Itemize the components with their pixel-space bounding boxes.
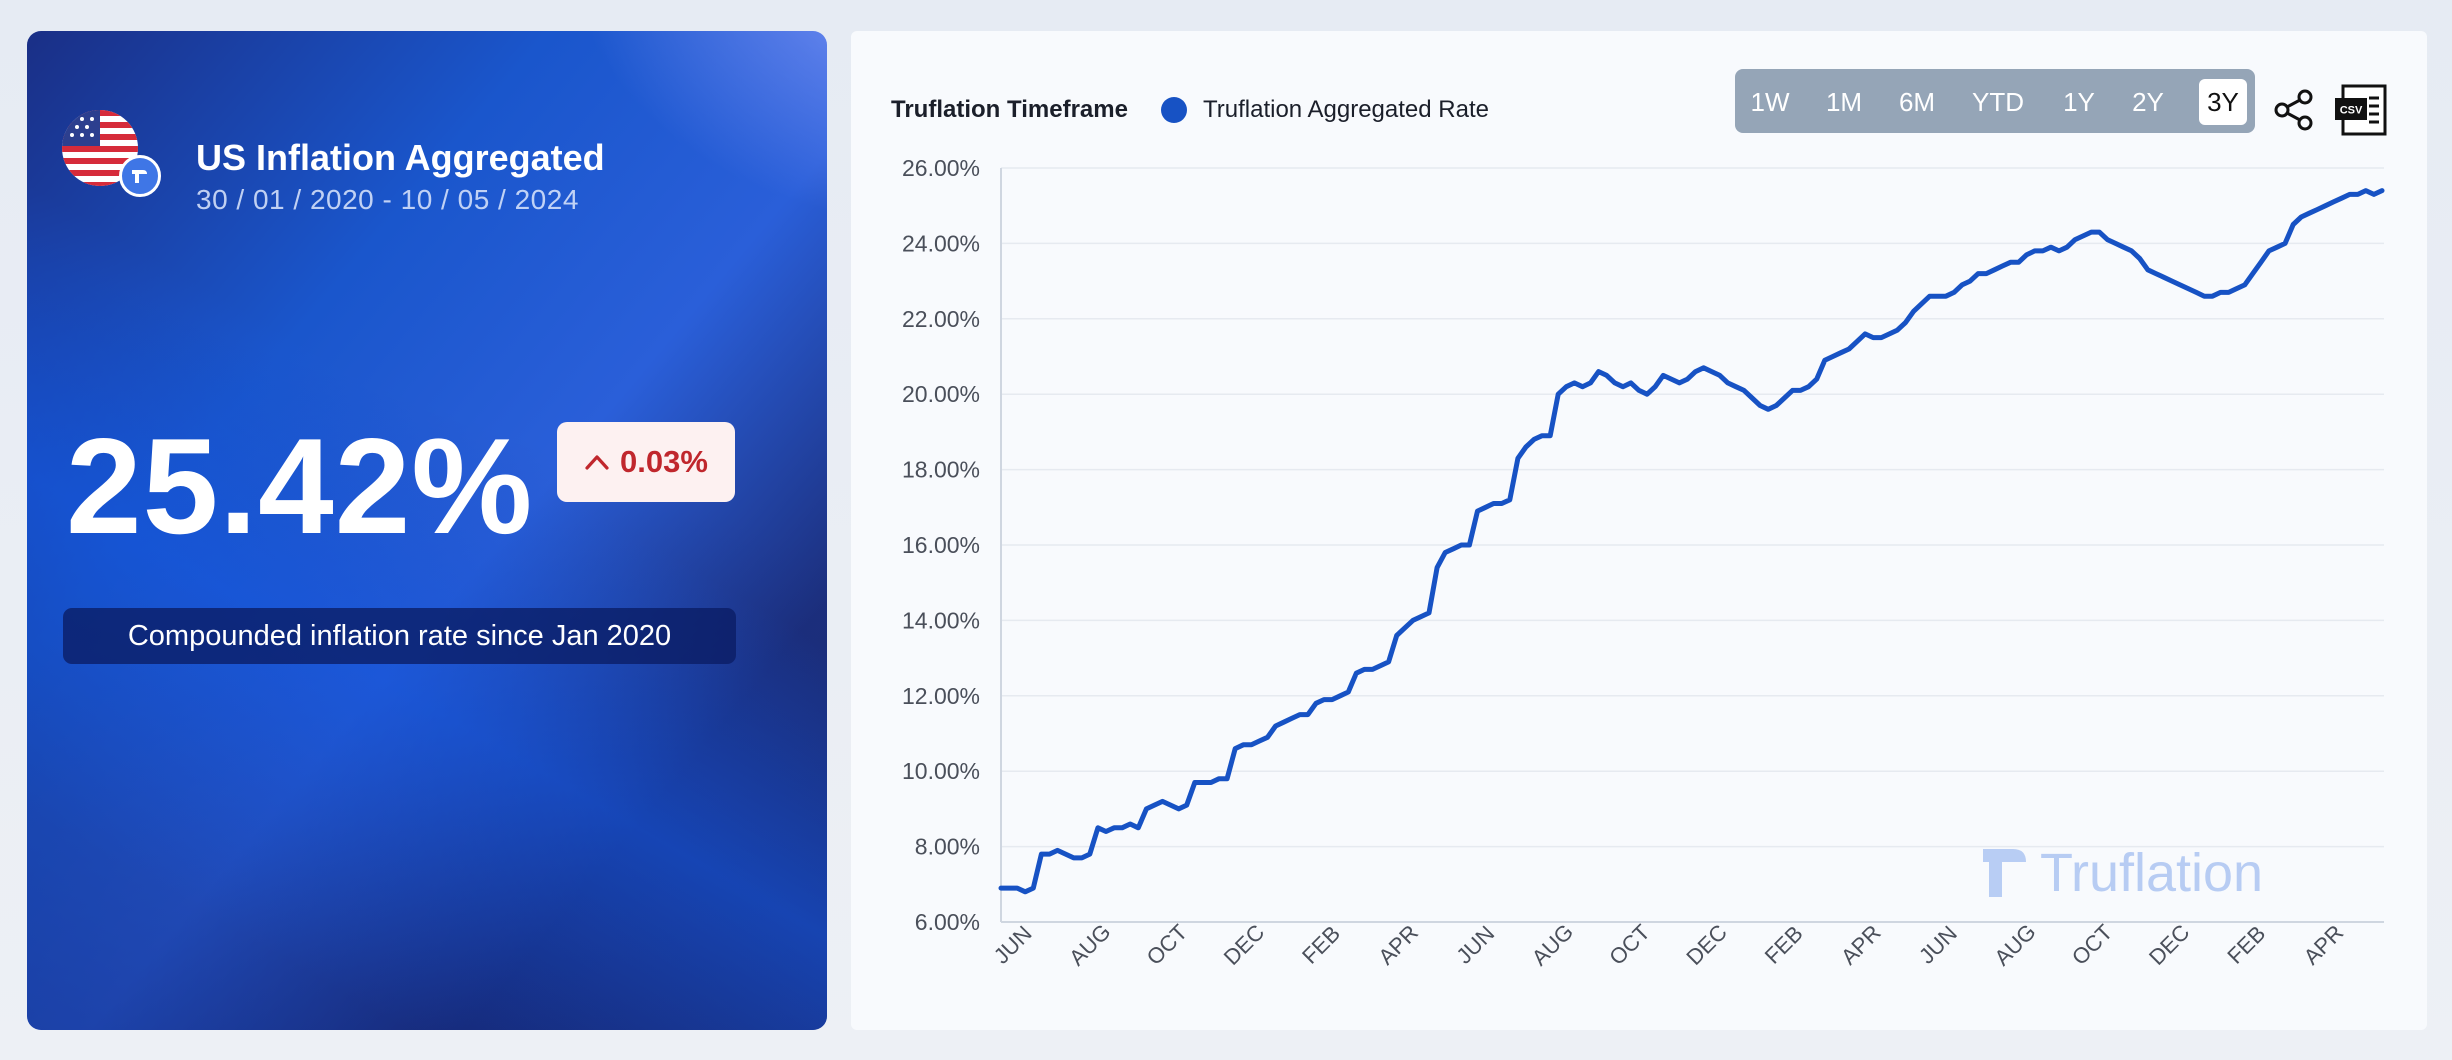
change-badge: 0.03% bbox=[557, 422, 735, 502]
x-tick-label: AUG bbox=[1527, 919, 1578, 970]
timeframe-1m-button[interactable]: 1M bbox=[1825, 86, 1863, 117]
x-tick-label: JUN bbox=[1914, 921, 1962, 969]
x-tick-label: AUG bbox=[1064, 919, 1115, 970]
x-tick-label: APR bbox=[1836, 920, 1886, 970]
page-title: US Inflation Aggregated bbox=[196, 137, 605, 178]
x-tick-label: DEC bbox=[1681, 919, 1732, 970]
chevron-up-icon bbox=[585, 455, 609, 470]
watermark-text: Truflation bbox=[2040, 843, 2263, 903]
timeframe-1y-button[interactable]: 1Y bbox=[2063, 86, 2095, 117]
y-tick-label: 20.00% bbox=[902, 381, 980, 407]
date-range: 30 / 01 / 2020 - 10 / 05 / 2024 bbox=[196, 184, 579, 215]
y-axis-ticks: 6.00% 8.00% 10.00% 12.00% 14.00% 16.00% 18.00%… bbox=[902, 155, 980, 935]
y-tick-label: 14.00% bbox=[902, 607, 980, 633]
change-value: 0.03% bbox=[620, 444, 708, 479]
y-tick-label: 12.00% bbox=[902, 683, 980, 709]
y-tick-label: 26.00% bbox=[902, 155, 980, 181]
timeframe-label: Truflation Timeframe bbox=[891, 96, 1128, 123]
truflation-watermark-icon bbox=[1983, 849, 2026, 897]
chart-card bbox=[851, 31, 2427, 1030]
x-tick-label: AUG bbox=[1989, 919, 2040, 970]
x-tick-label: DEC bbox=[1219, 919, 1270, 970]
timeframe-6m-button[interactable]: 6M bbox=[1898, 86, 1936, 117]
csv-icon-label: CSV bbox=[2340, 105, 2363, 117]
y-tick-label: 8.00% bbox=[915, 834, 980, 860]
x-axis-ticks: JUN AUG OCT DEC FEB APR JUN AUG OCT DEC FEB APR JUN A… bbox=[989, 919, 2349, 970]
legend-marker bbox=[1161, 97, 1187, 123]
x-tick-label: FEB bbox=[1760, 921, 1808, 969]
timeframe-ytd-button[interactable]: YTD bbox=[1972, 86, 2024, 117]
y-tick-label: 22.00% bbox=[902, 306, 980, 332]
csv-download-icon[interactable]: CSV bbox=[2333, 84, 2389, 136]
inflation-value: 25.42% bbox=[66, 410, 534, 562]
series-line-aggregated-rate[interactable] bbox=[998, 188, 2385, 895]
grid-lines bbox=[1001, 167, 2384, 848]
y-tick-label: 10.00% bbox=[902, 758, 980, 784]
timeframe-selector: 1W 1M 6M YTD 1Y 2Y 3Y bbox=[1735, 69, 2255, 133]
x-tick-label: OCT bbox=[1142, 919, 1193, 970]
x-tick-label: JUN bbox=[989, 921, 1037, 969]
x-tick-label: JUN bbox=[1451, 921, 1499, 969]
x-tick-label: OCT bbox=[1604, 919, 1655, 970]
x-tick-label: FEB bbox=[1297, 921, 1345, 969]
timeframe-3y-button[interactable]: 3Y bbox=[2199, 79, 2247, 125]
y-tick-label: 18.00% bbox=[902, 457, 980, 483]
truflation-logo-icon bbox=[119, 155, 161, 197]
x-tick-label: FEB bbox=[2222, 921, 2270, 969]
watermark: Truflation bbox=[1983, 843, 2263, 903]
us-flag-icon bbox=[62, 110, 138, 186]
y-tick-label: 24.00% bbox=[902, 230, 980, 256]
timeframe-1w-button[interactable]: 1W bbox=[1750, 86, 1790, 117]
y-tick-label: 6.00% bbox=[915, 909, 980, 935]
x-tick-label: DEC bbox=[2144, 919, 2195, 970]
legend-label[interactable]: Truflation Aggregated Rate bbox=[1203, 96, 1489, 123]
x-tick-label: APR bbox=[2299, 920, 2349, 970]
timeframe-2y-button[interactable]: 2Y bbox=[2132, 86, 2164, 117]
inflation-summary-card bbox=[27, 31, 827, 1030]
x-tick-label: OCT bbox=[2067, 919, 2118, 970]
x-tick-label: APR bbox=[1373, 920, 1423, 970]
share-icon[interactable] bbox=[2273, 88, 2315, 132]
caption-pill: Compounded inflation rate since Jan 2020 bbox=[63, 608, 736, 664]
y-tick-label: 16.00% bbox=[902, 532, 980, 558]
flag-badge bbox=[62, 110, 172, 220]
